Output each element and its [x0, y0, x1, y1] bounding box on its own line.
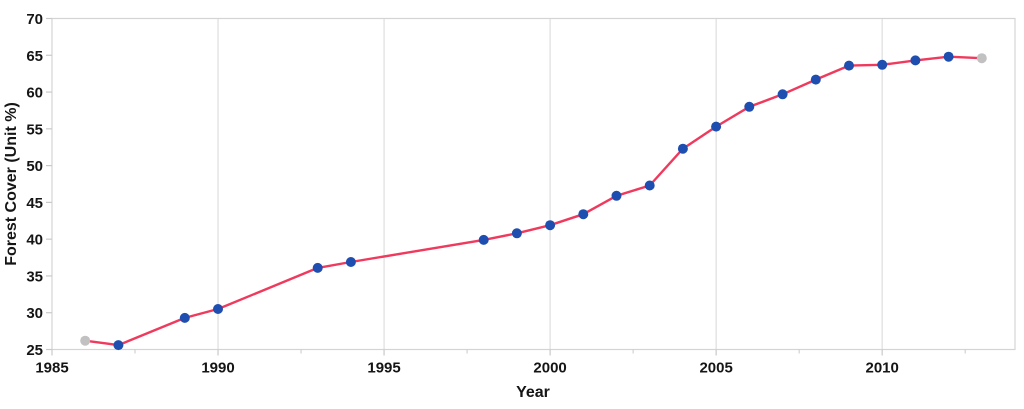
data-point-marker — [312, 262, 323, 273]
data-point-marker — [113, 340, 124, 351]
plot-frame-group — [51, 17, 1016, 351]
data-point-marker — [711, 121, 722, 132]
y-axis-tick-label: 65 — [26, 48, 43, 65]
y-axis-tick-label: 30 — [26, 305, 43, 322]
data-point-marker — [777, 89, 788, 100]
x-axis-tick-label: 1995 — [367, 360, 400, 377]
y-axis-tick-label: 50 — [26, 158, 43, 175]
forest-cover-line — [83, 55, 983, 347]
data-point-marker — [744, 101, 755, 112]
gridlines-group — [217, 18, 883, 350]
data-point-marker — [545, 220, 556, 231]
plot-frame — [51, 17, 1016, 351]
y-axis-tick-label: 35 — [26, 268, 43, 285]
y-axis-tick-label: 40 — [26, 232, 43, 249]
y-axis-tick-label: 70 — [26, 11, 43, 28]
data-point-marker — [345, 257, 356, 267]
data-point-marker — [644, 180, 655, 191]
data-point-marker — [478, 234, 489, 245]
data-point-marker — [578, 209, 589, 220]
endpoint-marker — [80, 335, 91, 346]
y-axis-tick-label: 45 — [26, 195, 43, 212]
endpoint-marker — [976, 53, 987, 64]
x-axis-tick-label: 2000 — [533, 360, 566, 377]
y-axis-tick-label: 55 — [26, 121, 43, 138]
x-axis-tick-label: 2005 — [699, 360, 732, 377]
data-point-marker — [213, 304, 223, 314]
data-point-marker — [677, 143, 688, 154]
data-point-marker — [810, 74, 821, 85]
y-axis-tick-label: 60 — [26, 85, 43, 102]
y-axis-title: Forest Cover (Unit %) — [3, 102, 20, 266]
y-axis-tick-label: 25 — [26, 342, 43, 359]
axis-ticks-group: 25 30 35 40 45 50 55 60 65 70 1985 1990 1995 2000 2005… — [26, 11, 966, 377]
x-axis-tick-label: 1990 — [201, 360, 234, 377]
data-point-marker — [877, 59, 888, 70]
data-point-marker — [511, 228, 522, 239]
x-axis-tick-label: 1985 — [35, 360, 68, 377]
data-series-group — [80, 51, 987, 351]
data-point-marker — [844, 60, 854, 71]
x-axis-tick-label: 2010 — [865, 360, 898, 377]
data-point-marker — [611, 190, 622, 201]
data-point-marker — [179, 312, 190, 323]
x-axis-title: Year — [516, 384, 550, 401]
data-point-marker — [910, 55, 921, 66]
data-point-marker — [943, 51, 954, 62]
